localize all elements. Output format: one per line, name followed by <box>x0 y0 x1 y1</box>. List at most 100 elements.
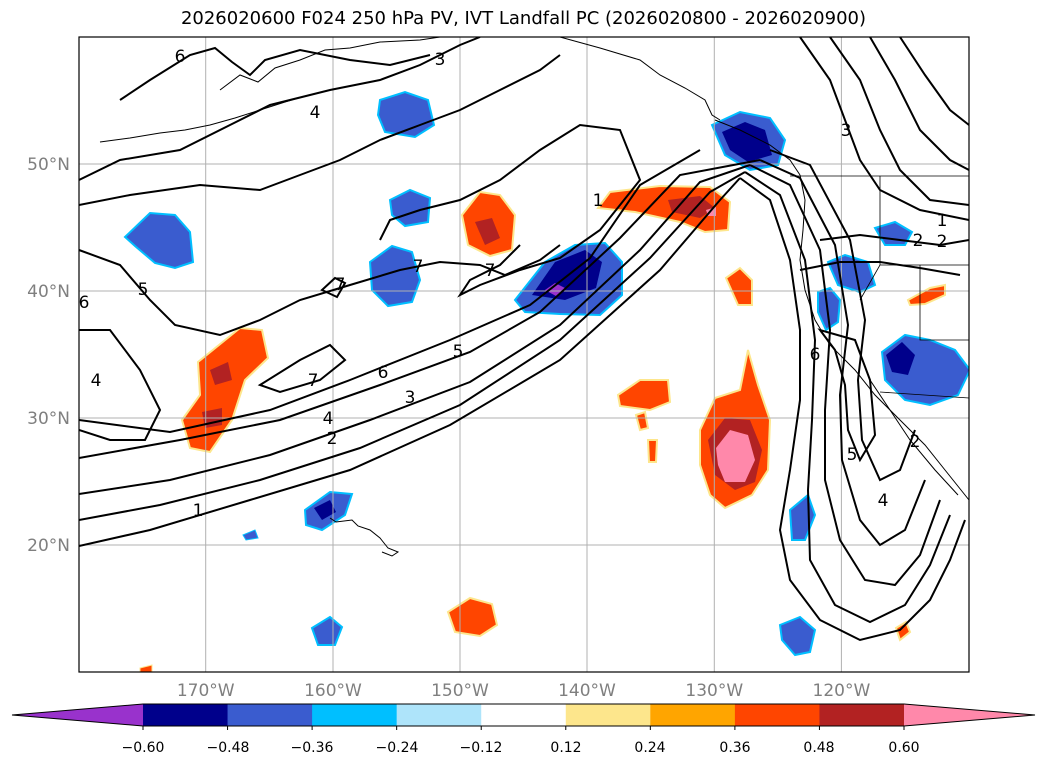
contour-label: 5 <box>847 445 858 465</box>
negative-pv-region <box>778 615 817 657</box>
positive-pv-region <box>616 379 672 412</box>
colorbar-tick-label: 0.36 <box>719 740 750 756</box>
aleutian-islands <box>99 95 306 143</box>
colorbar-segment <box>396 704 482 726</box>
contour-label: 2 <box>327 429 338 449</box>
contour-line-13 <box>320 276 347 299</box>
negative-pv-region <box>242 529 259 541</box>
latitude-labels: 50°N 40°N 30°N 20°N <box>27 155 70 556</box>
colorbar-segment <box>143 704 229 726</box>
contour-line-18 <box>769 149 916 482</box>
positive-pv-region <box>475 218 500 245</box>
colorbar-tick-label: −0.36 <box>291 740 334 756</box>
colorbar-extend-min <box>12 704 143 726</box>
colorbar-tick-label: 0.48 <box>803 740 834 756</box>
colorbar <box>11 703 1036 730</box>
map-frame <box>78 36 970 673</box>
baja-coast <box>869 379 959 496</box>
contour-label: 2 <box>910 432 921 452</box>
contour-line-24 <box>819 233 969 247</box>
gridlines <box>79 37 969 672</box>
contour-line-9 <box>79 54 561 206</box>
gulf-of-alaska-coast <box>559 37 721 121</box>
positive-pv-region <box>894 620 912 642</box>
colorbar-tick-label: −0.12 <box>460 740 503 756</box>
negative-pv-region <box>545 283 565 296</box>
contour-label: 7 <box>485 261 496 281</box>
contour-line-15 <box>744 171 951 624</box>
negative-pv-region <box>873 220 914 246</box>
contour-line-20 <box>799 37 969 221</box>
state-borders <box>859 176 969 341</box>
contour-line-23 <box>899 37 969 126</box>
colorbar-segment <box>565 704 651 726</box>
contour-label: 7 <box>308 371 319 391</box>
contour-line-19 <box>817 328 877 463</box>
ivt-contours <box>79 37 969 642</box>
map-title: 2026020600 F024 250 hPa PV, IVT Landfall… <box>180 8 867 29</box>
negative-pv-region <box>722 122 772 162</box>
contour-label: 1 <box>593 191 604 211</box>
positive-pv-region <box>180 326 270 454</box>
contour-line-16 <box>749 164 941 587</box>
contour-line-25 <box>799 261 961 276</box>
bc-coast <box>714 119 801 176</box>
colorbar-tick-label: 0.60 <box>888 740 919 756</box>
negative-pv-region <box>314 500 336 520</box>
contour-label: 4 <box>878 491 889 511</box>
colorbar-segment <box>481 704 567 726</box>
colorbar-tick-label: 0.12 <box>550 740 581 756</box>
negative-pv-region <box>310 615 344 646</box>
contour-line-21 <box>829 37 969 206</box>
positive-pv-region <box>646 439 659 463</box>
lon-label: 170°W <box>177 681 235 701</box>
colorbar-extend-max <box>904 704 1035 726</box>
contour-label: 4 <box>310 103 321 123</box>
alaska-coast <box>219 37 441 91</box>
positive-pv-region <box>139 664 153 672</box>
contour-label: 3 <box>435 50 446 70</box>
contour-label: 1 <box>937 211 948 231</box>
lat-label: 30°N <box>27 409 70 429</box>
longitude-labels: 170°W 160°W 150°W 140°W 130°W 120°W <box>177 681 871 701</box>
negative-pv-region <box>886 342 915 375</box>
coastlines <box>99 37 969 557</box>
colorbar-tick-label: 0.24 <box>634 740 665 756</box>
contour-label: 6 <box>79 293 90 313</box>
colorbar-tick-labels: −0.60 −0.48 −0.36 −0.24 −0.12 0.12 0.24 … <box>122 740 920 756</box>
contour-line-5 <box>79 149 701 434</box>
colorbar-segment <box>227 704 313 726</box>
contour-labels: 6 3 4 1 2 7 5 6 5 3 4 2 1 7 7 7 1 2 3 4 … <box>79 47 948 521</box>
map-area: 6 3 4 1 2 7 5 6 5 3 4 2 1 7 7 7 1 2 3 4 … <box>79 37 969 672</box>
colorbar-tick-label: −0.48 <box>207 740 250 756</box>
contour-line-17 <box>759 159 926 547</box>
lon-label: 150°W <box>431 681 489 701</box>
colorbar-tick-label: −0.24 <box>376 740 419 756</box>
contour-label: 1 <box>193 501 204 521</box>
contour-line-1 <box>79 177 741 547</box>
colorbar-tick-label: −0.60 <box>122 740 165 756</box>
contour-label: 3 <box>841 121 852 141</box>
contour-line-11 <box>119 46 431 101</box>
colorbar-segment <box>650 704 736 726</box>
contour-line-2 <box>79 171 746 521</box>
positive-pv-region <box>668 196 715 218</box>
hawaii-islands <box>329 517 400 557</box>
lon-label: 160°W <box>304 681 362 701</box>
lon-label: 140°W <box>558 681 616 701</box>
negative-pv-region <box>817 286 842 332</box>
positive-pv-region <box>906 283 946 307</box>
lon-label: 130°W <box>685 681 743 701</box>
contour-line-12 <box>379 123 642 298</box>
colorbar-segment <box>312 704 398 726</box>
positive-pv-region <box>634 410 650 432</box>
contour-line-6 <box>257 343 347 394</box>
contour-line-14 <box>739 177 966 642</box>
us-mexico-border <box>879 391 969 399</box>
contour-line-7 <box>79 329 162 441</box>
contour-label: 3 <box>405 388 416 408</box>
contour-label: 7 <box>413 257 424 277</box>
contour-label: 4 <box>91 371 102 391</box>
colorbar-segment <box>819 704 905 726</box>
